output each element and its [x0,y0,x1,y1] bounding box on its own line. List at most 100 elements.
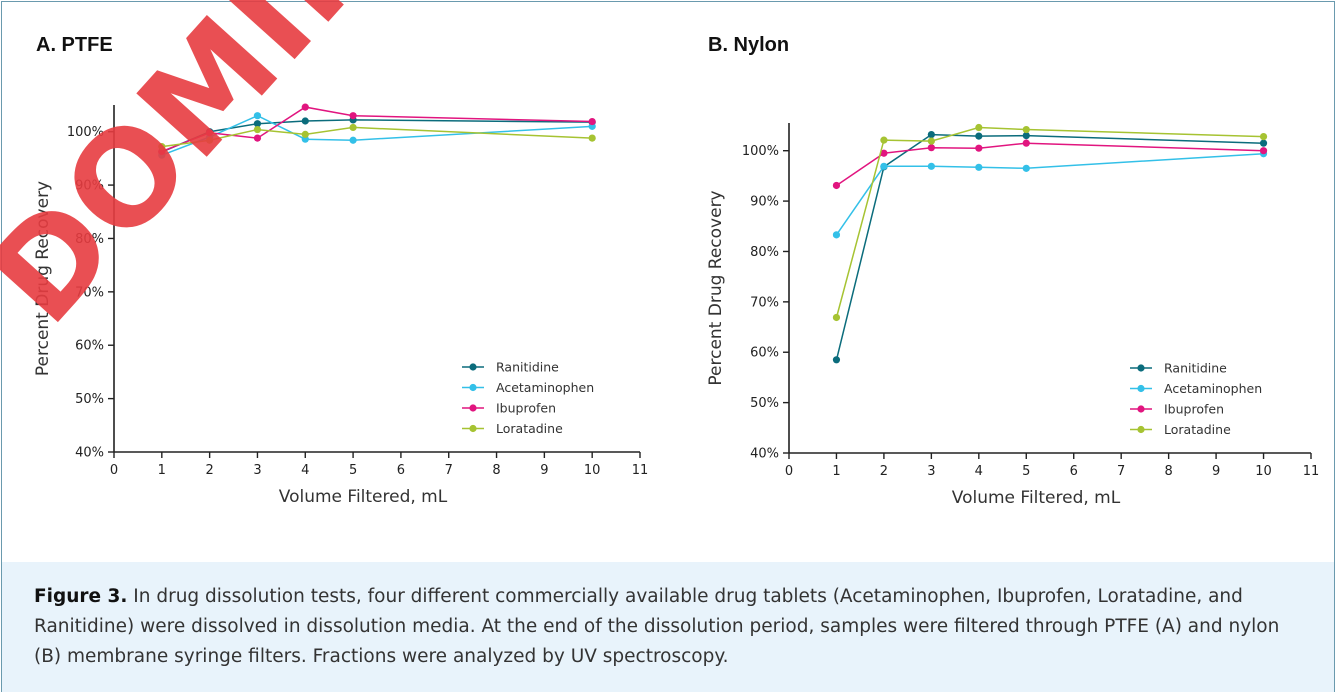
x-tick-label: 5 [349,463,357,478]
legend-label-acetaminophen: Acetaminophen [1164,381,1262,396]
legend-marker-ibuprofen [1137,405,1145,413]
data-point-ibuprofen [349,112,357,120]
y-axis-label: Percent Drug Recovery [706,190,726,385]
y-tick-label: 100% [742,144,779,159]
x-tick-label: 8 [492,463,500,478]
x-tick-label: 2 [205,463,213,478]
data-point-ranitidine [253,120,262,128]
data-point-acetaminophen [975,163,983,171]
panel-b-title: B. Nylon [708,34,790,56]
legend-label-ibuprofen: Ibuprofen [1164,402,1224,417]
data-point-loratadine [349,123,357,132]
data-point-acetaminophen [253,112,262,120]
data-point-ibuprofen [588,117,596,126]
data-point-loratadine [1022,125,1030,134]
data-point-ibuprofen [1022,139,1030,147]
x-tick-label: 0 [110,463,118,478]
x-axis-label: Volume Filtered, mL [279,487,448,507]
legend-marker-acetaminophen [469,383,477,392]
x-tick-label: 9 [1212,464,1220,479]
legend-marker-ibuprofen [469,404,477,412]
data-point-ibuprofen [1259,147,1268,155]
legend-marker-loratadine [469,424,477,433]
x-tick-label: 8 [1164,464,1172,479]
data-point-acetaminophen [349,136,357,144]
data-point-loratadine [588,134,596,142]
data-point-ibuprofen [253,134,262,142]
x-tick-label: 3 [927,464,935,479]
data-point-loratadine [253,125,262,134]
data-point-ibuprofen [880,149,888,157]
data-point-ranitidine [927,130,935,139]
legend-marker-ranitidine [469,363,477,371]
data-point-acetaminophen [927,162,935,170]
figure-caption: Figure 3. In drug dissolution tests, fou… [2,562,1334,692]
data-point-loratadine [832,313,841,322]
legend-label-acetaminophen: Acetaminophen [496,380,594,395]
y-tick-label: 50% [75,392,104,407]
data-point-ibuprofen [301,103,309,111]
y-tick-label: 40% [750,447,779,462]
legend-marker-acetaminophen [1137,384,1145,393]
data-point-ranitidine [832,356,841,364]
x-tick-label: 1 [832,464,840,479]
data-point-ibuprofen [206,129,214,137]
panel-a-title: A. PTFE [36,34,113,56]
series-line-ibuprofen [161,106,593,153]
data-point-ranitidine [1259,139,1268,147]
x-tick-label: 0 [785,464,793,479]
x-tick-label: 7 [1117,464,1125,479]
y-tick-label: 60% [750,346,779,361]
y-tick-label: 70% [750,295,779,310]
x-tick-label: 4 [301,463,309,478]
series-line-ibuprofen [836,142,1264,187]
legend-label-ranitidine: Ranitidine [1164,361,1227,376]
data-point-loratadine [206,136,214,144]
x-tick-label: 3 [253,463,261,478]
y-tick-label: 60% [75,339,104,354]
data-point-ibuprofen [832,181,841,190]
legend-label-ranitidine: Ranitidine [496,360,559,375]
y-axis-label: Percent Drug Recovery [33,181,53,376]
x-tick-label: 4 [975,464,983,479]
x-tick-label: 10 [584,463,601,478]
chart-ptfe: 40% 50% 60% 70% 80% 90% 100% 0 1 2 3 4 5 6 7 8 9 10 11 Volu… [33,103,649,507]
data-point-acetaminophen [1022,164,1030,172]
x-tick-label: 7 [445,463,453,478]
y-tick-label: 70% [75,285,104,300]
data-point-ibuprofen [927,144,935,152]
y-tick-label: 90% [750,195,779,210]
x-tick-label: 10 [1255,464,1272,479]
data-point-loratadine [1259,133,1268,141]
data-point-acetaminophen [832,231,841,239]
x-tick-label: 9 [540,463,548,478]
legend-label-loratadine: Loratadine [1164,422,1231,437]
y-tick-label: 50% [750,396,779,411]
y-tick-label: 90% [75,179,104,194]
x-tick-label: 6 [1070,464,1078,479]
data-point-loratadine [880,136,888,144]
y-tick-label: 100% [67,125,104,140]
series-line-loratadine [835,126,1264,318]
x-axis-label: Volume Filtered, mL [952,488,1121,508]
series-line-acetaminophen [835,152,1264,236]
data-point-loratadine [301,130,309,138]
legend-label-loratadine: Loratadine [496,421,563,436]
data-point-loratadine [158,143,166,151]
x-tick-label: 6 [397,463,405,478]
x-tick-label: 2 [880,464,888,479]
caption-label: Figure 3. [34,586,128,607]
data-point-ranitidine [1022,131,1030,140]
chart-nylon: 40% 50% 60% 70% 80% 90% 100% 0 1 2 3 4 5 6 7 8 9 10 11 Volu… [706,123,1320,508]
series-line-acetaminophen [161,114,593,156]
legend-marker-ranitidine [1137,364,1145,372]
x-tick-label: 11 [632,463,649,478]
data-point-ranitidine [301,117,309,125]
x-tick-label: 11 [1303,464,1320,479]
y-tick-label: 80% [75,232,104,247]
data-point-ibuprofen [975,144,983,152]
series-line-loratadine [161,126,593,148]
series-line-ranitidine [835,133,1264,360]
data-point-loratadine [927,137,935,145]
data-point-loratadine [975,123,983,132]
